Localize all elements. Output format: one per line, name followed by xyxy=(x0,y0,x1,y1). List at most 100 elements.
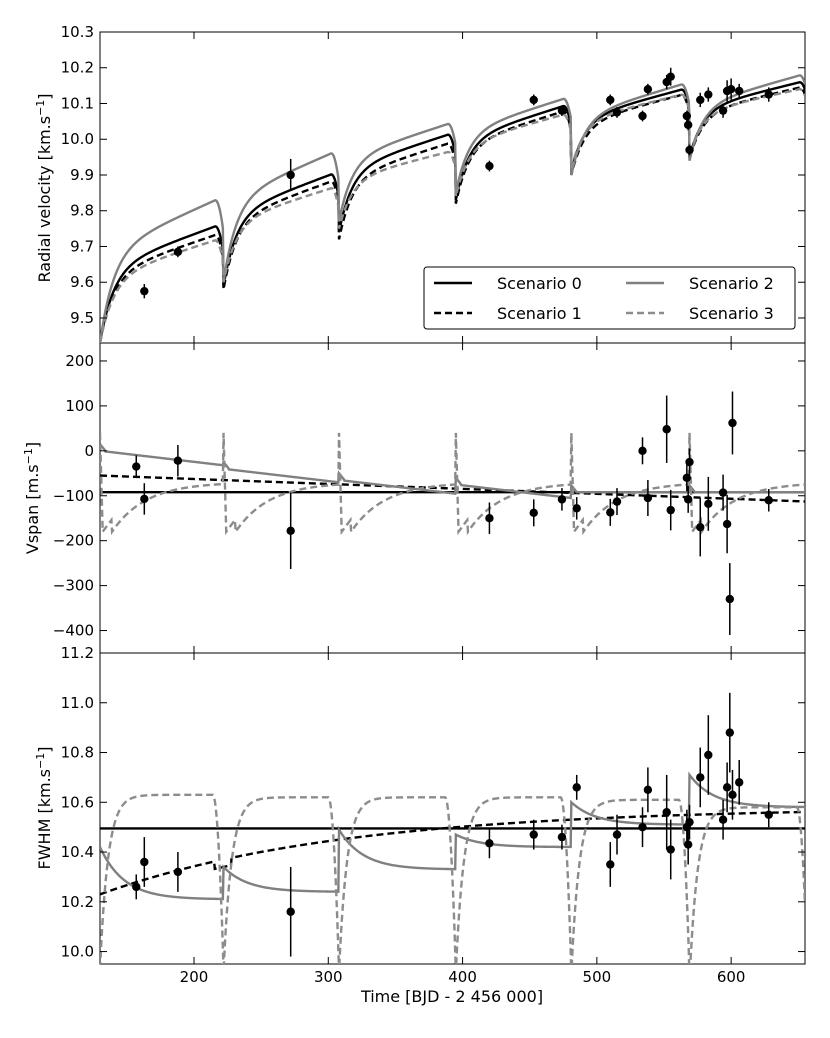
xtick-label-1: 300 xyxy=(314,968,343,986)
legend-label-scenario-0: Scenario 0 xyxy=(497,274,582,293)
vspan-ytick-label-6: 200 xyxy=(65,352,94,370)
rv-data-point-12 xyxy=(682,111,692,121)
fwhm-data-point-24 xyxy=(764,810,773,819)
fwhm-panel-frame xyxy=(99,652,806,965)
vspan-data-point-0 xyxy=(132,462,141,471)
rv-data-point-4 xyxy=(529,95,538,105)
xtick-label-2: 400 xyxy=(448,968,477,986)
xtick-label-4: 600 xyxy=(717,968,746,986)
rv-data-point-2 xyxy=(286,170,295,180)
fwhm-ytick-label-0: 10.0 xyxy=(61,943,94,961)
fwhm-data-point-7 xyxy=(572,783,581,792)
x-axis-label: Time [BJD - 2 456 000] xyxy=(360,987,543,1006)
fwhm-data-point-23 xyxy=(735,778,744,787)
rv-line-scenario-1 xyxy=(100,86,805,343)
vspan-layer xyxy=(100,391,805,636)
fwhm-ylabel: FWHM [km.s−1] xyxy=(34,747,54,870)
vspan-data-point-12 xyxy=(662,425,671,434)
rv-data-point-13 xyxy=(683,120,693,130)
vspan-data-point-13 xyxy=(666,505,675,515)
vspan-data-point-7 xyxy=(572,504,581,513)
fwhm-data-point-15 xyxy=(683,840,693,849)
rv-data-point-8 xyxy=(638,111,647,121)
fwhm-data-point-21 xyxy=(725,728,734,737)
rv-line-scenario-2 xyxy=(100,74,805,343)
vspan-line-scenario-3 xyxy=(100,432,805,536)
vspan-line-scenario-2 xyxy=(100,443,805,500)
vspan-data-point-2 xyxy=(173,456,183,465)
legend-box xyxy=(423,266,796,330)
vspan-data-point-20 xyxy=(722,519,732,529)
vspan-data-point-11 xyxy=(643,493,653,503)
rv-ytick-label-3: 9.8 xyxy=(70,202,94,220)
rv-data-point-6 xyxy=(606,95,615,105)
fwhm-data-point-22 xyxy=(728,790,737,800)
fwhm-ytick-label-3: 10.6 xyxy=(61,793,94,811)
rv-data-point-0 xyxy=(140,286,149,296)
legend-label-scenario-2: Scenario 2 xyxy=(689,274,774,293)
rv-ylabel: Radial velocity [km.s−1] xyxy=(34,93,54,282)
rv-ytick-label-8: 10.3 xyxy=(61,23,94,41)
rv-ytick-label-1: 9.6 xyxy=(70,273,94,291)
rv-ytick-label-6: 10.1 xyxy=(61,94,94,112)
rv-line-scenario-3 xyxy=(100,87,805,343)
legend-label-scenario-3: Scenario 3 xyxy=(689,304,774,323)
rv-ytick-label-2: 9.7 xyxy=(70,237,94,255)
fwhm-ytick-label-5: 11.0 xyxy=(61,694,94,712)
rv-data-point-14 xyxy=(685,145,694,155)
fwhm-data-point-13 xyxy=(666,845,675,854)
vspan-data-point-6 xyxy=(557,495,567,504)
vspan-ytick-label-2: −200 xyxy=(53,532,94,550)
fwhm-data-point-11 xyxy=(643,785,653,795)
vspan-data-point-18 xyxy=(704,499,713,509)
fwhm-data-point-10 xyxy=(638,822,647,832)
fwhm-data-point-17 xyxy=(696,773,705,782)
vspan-data-point-23 xyxy=(764,496,773,505)
vspan-data-point-16 xyxy=(685,457,694,467)
vspan-line-scenario-1 xyxy=(100,474,805,503)
rv-ytick-label-5: 10.0 xyxy=(61,130,94,148)
vspan-data-point-3 xyxy=(286,526,295,535)
rv-layer xyxy=(100,67,805,343)
rv-data-point-19 xyxy=(726,84,736,94)
vspan-data-point-5 xyxy=(529,508,538,518)
vspan-data-point-14 xyxy=(682,473,692,482)
fwhm-ytick-label-4: 10.8 xyxy=(61,744,94,762)
rv-ytick-label-0: 9.5 xyxy=(70,309,94,327)
rv-data-point-7 xyxy=(612,108,622,117)
fwhm-data-point-20 xyxy=(722,783,732,792)
vspan-data-point-1 xyxy=(140,494,149,504)
vspan-data-point-15 xyxy=(683,495,693,504)
vspan-data-point-17 xyxy=(696,523,705,532)
xtick-label-0: 200 xyxy=(180,968,209,986)
fwhm-data-point-12 xyxy=(662,808,671,817)
fwhm-data-point-5 xyxy=(529,830,538,839)
rv-data-point-20 xyxy=(735,86,744,96)
rv-data-point-9 xyxy=(643,84,653,94)
fwhm-data-point-18 xyxy=(704,750,713,760)
rv-data-point-17 xyxy=(718,106,728,115)
fwhm-ytick-label-6: 11.2 xyxy=(61,644,94,662)
xtick-label-3: 500 xyxy=(583,968,612,986)
fwhm-layer xyxy=(100,692,805,964)
vspan-data-point-10 xyxy=(638,446,647,456)
fwhm-ytick-label-1: 10.2 xyxy=(61,893,94,911)
fwhm-data-point-1 xyxy=(140,857,149,867)
vspan-data-point-19 xyxy=(718,488,728,497)
rv-ytick-label-7: 10.2 xyxy=(61,59,94,77)
vspan-data-point-4 xyxy=(485,514,494,523)
fwhm-data-point-16 xyxy=(685,817,694,827)
fwhm-data-point-4 xyxy=(485,839,494,848)
fwhm-data-point-6 xyxy=(557,832,567,842)
fwhm-data-point-19 xyxy=(718,815,728,824)
vspan-ytick-label-1: −300 xyxy=(53,577,94,595)
vspan-data-point-8 xyxy=(606,508,615,517)
rv-data-point-5 xyxy=(557,106,567,115)
fwhm-data-point-2 xyxy=(173,867,183,877)
rv-data-point-3 xyxy=(485,161,494,171)
rv-data-point-1 xyxy=(173,247,183,257)
fwhm-data-point-8 xyxy=(606,860,615,869)
vspan-ylabel: Vspan [m.s−1] xyxy=(22,442,42,554)
ticks-layer: 9.5 9.6 9.7 9.8 9.9 10.0 10.1 10.2 10.3 −400 −300 −… xyxy=(53,23,805,986)
